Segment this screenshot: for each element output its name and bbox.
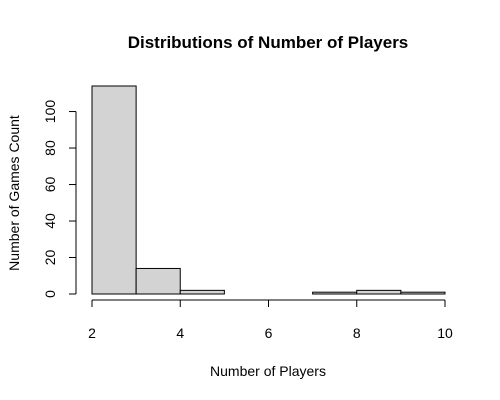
histogram-bar bbox=[356, 289, 402, 295]
x-tick-label: 6 bbox=[265, 325, 273, 341]
histogram-bar bbox=[179, 289, 225, 295]
chart-title: Distributions of Number of Players bbox=[128, 33, 409, 52]
y-tick-label: 100 bbox=[42, 100, 58, 124]
y-tick-label: 80 bbox=[42, 140, 58, 156]
histogram-bar bbox=[135, 267, 181, 295]
histogram-bar bbox=[91, 85, 137, 295]
x-tick-label: 4 bbox=[176, 325, 184, 341]
histogram-bar bbox=[400, 291, 446, 295]
y-axis: 0 20 40 60 80 100 bbox=[42, 100, 77, 298]
bars-group bbox=[91, 85, 446, 295]
y-tick-label: 40 bbox=[42, 213, 58, 229]
x-tick-label: 8 bbox=[353, 325, 361, 341]
x-axis: 2 4 6 8 10 bbox=[88, 299, 453, 341]
y-tick-label: 60 bbox=[42, 177, 58, 193]
x-tick-label: 10 bbox=[437, 325, 453, 341]
y-axis-label: Number of Games Count bbox=[6, 115, 22, 271]
histogram-bar bbox=[312, 291, 358, 295]
y-tick-label: 20 bbox=[42, 250, 58, 266]
x-axis-label: Number of Players bbox=[210, 363, 326, 379]
y-tick-label: 0 bbox=[42, 290, 58, 298]
x-tick-label: 2 bbox=[88, 325, 96, 341]
